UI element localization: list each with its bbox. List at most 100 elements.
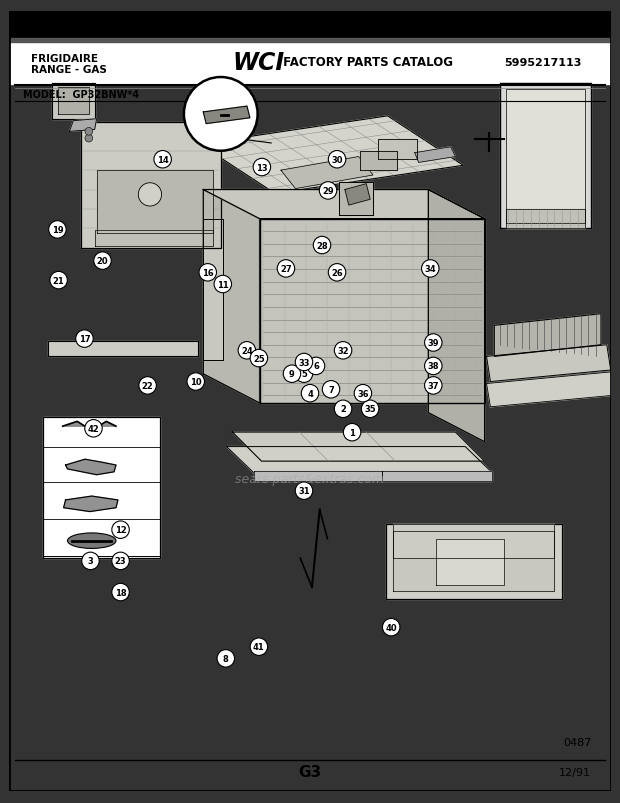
Circle shape bbox=[425, 334, 442, 352]
Text: 24: 24 bbox=[241, 346, 253, 356]
Circle shape bbox=[214, 276, 231, 293]
Polygon shape bbox=[48, 341, 198, 357]
Text: RANGE - GAS: RANGE - GAS bbox=[30, 65, 107, 75]
Circle shape bbox=[250, 638, 268, 655]
Text: 25: 25 bbox=[253, 354, 265, 363]
Text: FACTORY PARTS CATALOG: FACTORY PARTS CATALOG bbox=[279, 56, 453, 69]
Text: 20: 20 bbox=[97, 257, 108, 266]
Circle shape bbox=[361, 401, 379, 418]
Text: 18: 18 bbox=[115, 588, 126, 597]
Polygon shape bbox=[232, 433, 485, 462]
Text: 5: 5 bbox=[301, 369, 307, 379]
Text: 41: 41 bbox=[253, 642, 265, 651]
Polygon shape bbox=[203, 219, 223, 361]
Text: 16: 16 bbox=[202, 268, 214, 278]
Polygon shape bbox=[9, 43, 611, 84]
Circle shape bbox=[295, 483, 312, 499]
Text: 4: 4 bbox=[307, 389, 313, 398]
Circle shape bbox=[85, 135, 93, 143]
Text: 1: 1 bbox=[349, 428, 355, 437]
Polygon shape bbox=[203, 107, 250, 124]
Text: 6: 6 bbox=[313, 362, 319, 371]
Circle shape bbox=[250, 350, 268, 368]
Circle shape bbox=[343, 424, 361, 442]
Polygon shape bbox=[415, 148, 456, 163]
Polygon shape bbox=[428, 190, 485, 442]
Text: WCI: WCI bbox=[232, 51, 285, 75]
Text: 17: 17 bbox=[79, 335, 91, 344]
Text: 39: 39 bbox=[428, 339, 439, 348]
Polygon shape bbox=[345, 185, 370, 206]
Polygon shape bbox=[494, 314, 601, 357]
Circle shape bbox=[334, 401, 352, 418]
Polygon shape bbox=[382, 471, 492, 481]
Circle shape bbox=[383, 618, 400, 636]
Text: 30: 30 bbox=[331, 156, 343, 165]
Text: MODEL:  GP32BNW*4: MODEL: GP32BNW*4 bbox=[23, 91, 139, 100]
Circle shape bbox=[154, 151, 171, 169]
Circle shape bbox=[112, 552, 130, 570]
Circle shape bbox=[425, 357, 442, 375]
Text: 28: 28 bbox=[316, 241, 328, 251]
Text: 34: 34 bbox=[425, 265, 436, 274]
Circle shape bbox=[112, 521, 130, 539]
Circle shape bbox=[283, 365, 301, 383]
Circle shape bbox=[253, 159, 270, 177]
Circle shape bbox=[295, 365, 312, 383]
Text: 10: 10 bbox=[190, 377, 202, 386]
Polygon shape bbox=[81, 123, 221, 248]
Polygon shape bbox=[9, 12, 611, 39]
Text: 36: 36 bbox=[357, 389, 369, 398]
Circle shape bbox=[85, 128, 93, 136]
Circle shape bbox=[319, 182, 337, 200]
Circle shape bbox=[334, 342, 352, 360]
Polygon shape bbox=[9, 39, 611, 43]
Polygon shape bbox=[52, 84, 95, 120]
Text: 8: 8 bbox=[223, 654, 229, 663]
Text: 14: 14 bbox=[157, 156, 169, 165]
Circle shape bbox=[313, 237, 330, 255]
Polygon shape bbox=[226, 447, 492, 473]
Ellipse shape bbox=[68, 533, 116, 548]
Text: 33: 33 bbox=[298, 358, 310, 367]
Polygon shape bbox=[203, 190, 485, 219]
Polygon shape bbox=[487, 373, 614, 407]
Polygon shape bbox=[281, 157, 373, 190]
Text: 27: 27 bbox=[280, 265, 292, 274]
Circle shape bbox=[50, 272, 68, 290]
Text: 12: 12 bbox=[115, 525, 126, 535]
Circle shape bbox=[85, 420, 102, 438]
Circle shape bbox=[139, 377, 156, 394]
Text: 35: 35 bbox=[365, 405, 376, 414]
Text: 42: 42 bbox=[87, 424, 99, 434]
Circle shape bbox=[308, 357, 325, 375]
Polygon shape bbox=[97, 171, 213, 234]
Text: 2: 2 bbox=[340, 405, 346, 414]
Polygon shape bbox=[64, 496, 118, 512]
Text: 29: 29 bbox=[322, 187, 334, 196]
Text: 21: 21 bbox=[53, 276, 64, 285]
Polygon shape bbox=[487, 345, 611, 382]
Circle shape bbox=[138, 184, 162, 206]
Polygon shape bbox=[506, 210, 585, 229]
Text: 5995217113: 5995217113 bbox=[504, 58, 582, 67]
Text: FRIGIDAIRE: FRIGIDAIRE bbox=[30, 54, 97, 63]
Polygon shape bbox=[360, 152, 397, 171]
Text: 37: 37 bbox=[428, 381, 439, 390]
Circle shape bbox=[184, 78, 258, 152]
Circle shape bbox=[217, 650, 234, 667]
Circle shape bbox=[199, 264, 216, 282]
Polygon shape bbox=[95, 231, 213, 247]
Circle shape bbox=[238, 342, 255, 360]
Circle shape bbox=[322, 381, 340, 398]
Polygon shape bbox=[436, 539, 504, 585]
Polygon shape bbox=[339, 182, 373, 215]
Circle shape bbox=[49, 222, 66, 238]
Polygon shape bbox=[378, 140, 417, 159]
Text: 31: 31 bbox=[298, 487, 310, 495]
Text: 23: 23 bbox=[115, 556, 126, 565]
Polygon shape bbox=[506, 90, 585, 223]
Polygon shape bbox=[500, 84, 591, 229]
Circle shape bbox=[112, 584, 130, 601]
Text: 32: 32 bbox=[337, 346, 349, 356]
